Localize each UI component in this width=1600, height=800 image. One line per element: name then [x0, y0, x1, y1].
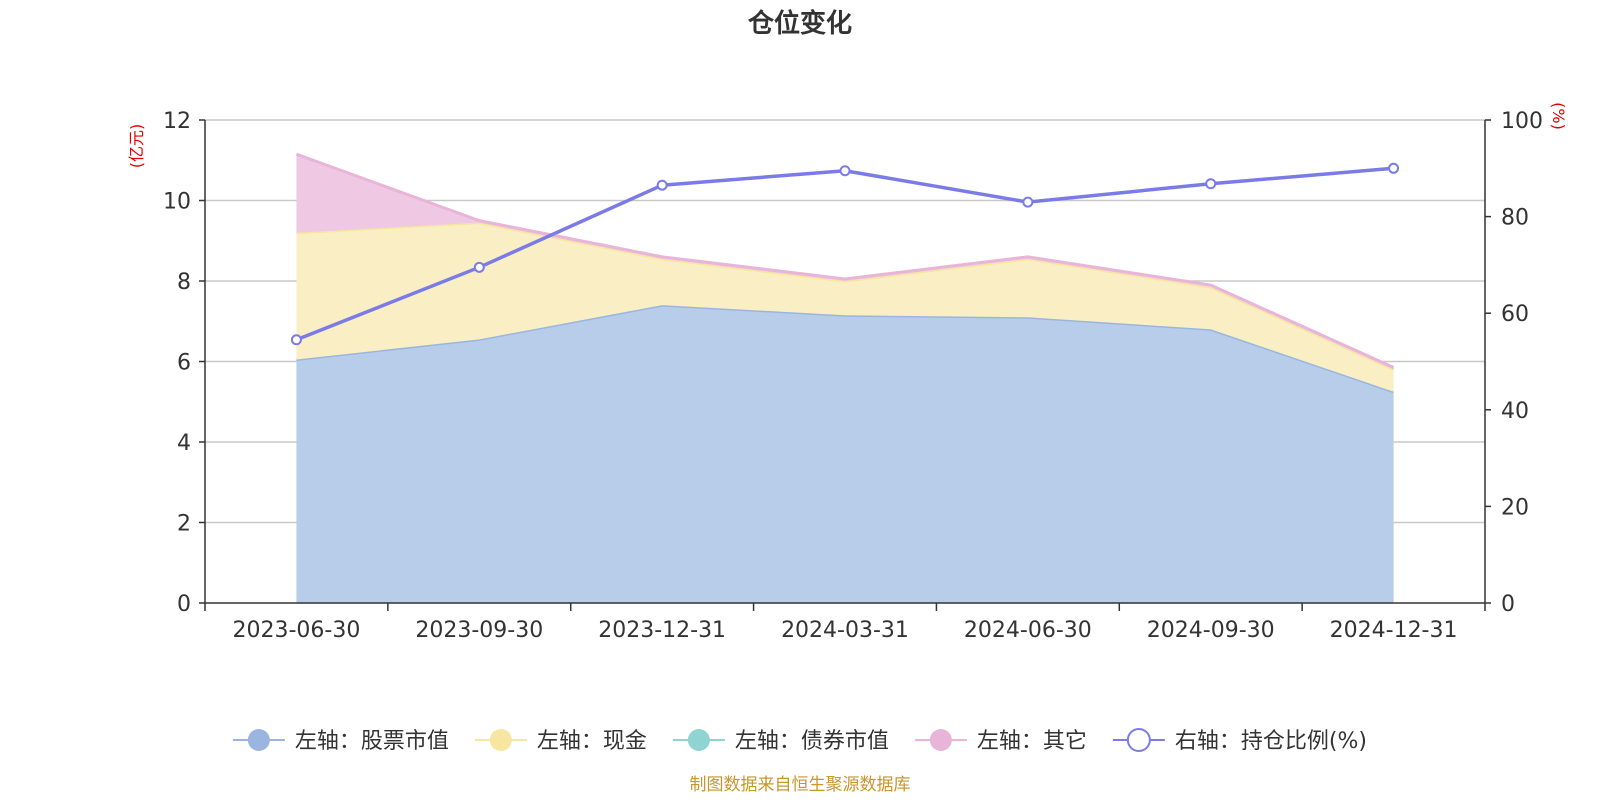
- legend-item: 右轴：持仓比例(%): [1112, 728, 1367, 754]
- ratio-point: [1388, 162, 1400, 174]
- legend-swatch-marker: [687, 729, 710, 751]
- right-tick-label: 60: [1501, 302, 1529, 327]
- axes: 0 2 4 6 8 10 12 0 20 40 60 80 100 2023-06-30 2023-09-3…: [163, 109, 1543, 643]
- left-tick-label: 6: [177, 351, 191, 376]
- legend-label: 左轴：现金: [537, 729, 647, 754]
- left-tick-label: 4: [177, 431, 191, 456]
- right-tick-label: 40: [1501, 399, 1529, 424]
- legend-label: 左轴：股票市值: [295, 729, 449, 754]
- right-axis-unit: (%): [1549, 102, 1568, 130]
- x-tick-label: 2024-03-31: [781, 618, 909, 643]
- x-tick-label: 2024-12-31: [1330, 618, 1458, 643]
- ratio-point: [839, 165, 851, 177]
- left-tick-label: 0: [177, 592, 191, 617]
- legend-item: 左轴：现金: [474, 729, 647, 754]
- legend: 左轴：股票市值 左轴：现金 左轴：债券市值 左轴：其它 右轴：持仓比例(%): [232, 728, 1367, 754]
- right-tick-label: 20: [1501, 495, 1529, 520]
- x-tick-label: 2024-09-30: [1147, 618, 1275, 643]
- legend-label: 右轴：持仓比例(%): [1175, 729, 1367, 754]
- ratio-point: [656, 179, 668, 191]
- left-tick-label: 10: [163, 190, 191, 215]
- legend-swatch-marker: [1126, 728, 1151, 752]
- left-tick-label: 8: [177, 270, 191, 295]
- x-tick-label: 2023-09-30: [415, 618, 543, 643]
- legend-swatch-marker: [489, 729, 512, 751]
- legend-item: 左轴：股票市值: [232, 729, 449, 754]
- source-note: 制图数据来自恒生聚源数据库: [690, 775, 911, 795]
- legend-label: 左轴：其它: [977, 729, 1087, 754]
- x-tick-label: 2023-06-30: [232, 618, 360, 643]
- area-fill-0: [296, 305, 1394, 603]
- legend-swatch-marker: [929, 729, 952, 751]
- legend-item: 左轴：其它: [914, 729, 1087, 754]
- ratio-point: [290, 334, 302, 346]
- right-tick-label: 80: [1501, 206, 1529, 231]
- ratio-point: [1205, 178, 1217, 190]
- ratio-line-series: [290, 162, 1400, 346]
- chart-title: 仓位变化: [747, 8, 852, 39]
- ratio-point: [1022, 196, 1034, 208]
- left-tick-label: 12: [163, 109, 191, 134]
- legend-swatch-marker: [247, 729, 270, 751]
- area-fill-1: [296, 222, 1394, 392]
- right-tick-label: 0: [1501, 592, 1515, 617]
- legend-item: 左轴：债券市值: [672, 729, 889, 754]
- ratio-point: [473, 261, 485, 273]
- right-tick-label: 100: [1501, 109, 1543, 134]
- left-axis-unit: (亿元): [127, 124, 146, 169]
- x-tick-label: 2024-06-30: [964, 618, 1092, 643]
- x-tick-label: 2023-12-31: [598, 618, 726, 643]
- area-line-3: [295, 152, 1395, 369]
- area-series: [295, 152, 1395, 603]
- legend-label: 左轴：债券市值: [735, 729, 889, 754]
- left-tick-label: 2: [177, 512, 191, 537]
